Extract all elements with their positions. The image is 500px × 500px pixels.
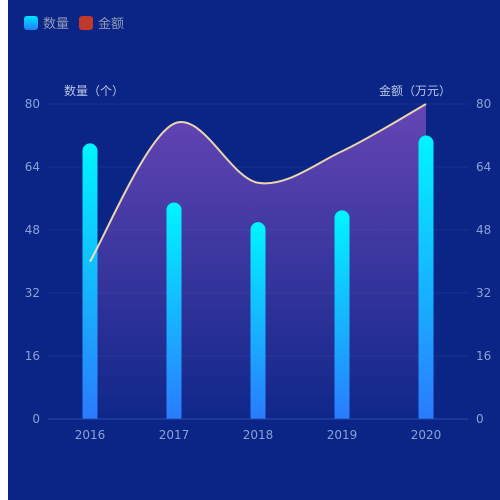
x-tick-label: 2019 [327, 428, 358, 442]
y-left-tick-label: 32 [25, 286, 40, 300]
bar [166, 202, 182, 419]
x-tick-label: 2016 [75, 428, 106, 442]
legend-swatch-amount [79, 15, 94, 30]
y-right-tick-label: 64 [476, 160, 491, 174]
y-right-axis-title: 金额（万元） [379, 83, 451, 98]
y-left-axis-title: 数量（个） [64, 83, 124, 98]
quantity-bars [82, 135, 434, 419]
bar [418, 135, 434, 419]
x-tick-label: 2017 [159, 428, 190, 442]
bar [250, 222, 266, 419]
y-left-tick-label: 0 [32, 412, 40, 426]
legend-swatch-quantity [24, 15, 38, 30]
y-left-tick-label: 16 [25, 349, 40, 363]
axes: 0 16 32 48 64 80 0 16 32 48 64 80 数量（个） 金额（万元） 2016 201… [25, 83, 492, 442]
legend-label-amount: 金额 [98, 17, 125, 32]
y-right-tick-label: 0 [476, 412, 484, 426]
y-right-tick-label: 48 [476, 223, 491, 237]
y-left-tick-label: 64 [25, 160, 40, 174]
x-tick-label: 2018 [243, 428, 274, 442]
legend-label-quantity: 数量 [43, 17, 70, 32]
x-tick-label: 2020 [411, 428, 442, 442]
bar [82, 143, 98, 419]
legend-item-amount[interactable]: 金额 [79, 13, 124, 32]
y-right-tick-label: 80 [476, 97, 491, 111]
legend-item-quantity[interactable]: 数量 [24, 13, 69, 32]
y-right-tick-label: 16 [476, 349, 491, 363]
amount-line-path [89, 103, 427, 263]
y-left-tick-label: 48 [25, 223, 40, 237]
y-right-tick-label: 32 [476, 286, 491, 300]
legend: 数量 金额 [24, 13, 124, 32]
bar [334, 210, 350, 419]
y-left-tick-label: 80 [25, 97, 40, 111]
amount-line [89, 103, 427, 263]
